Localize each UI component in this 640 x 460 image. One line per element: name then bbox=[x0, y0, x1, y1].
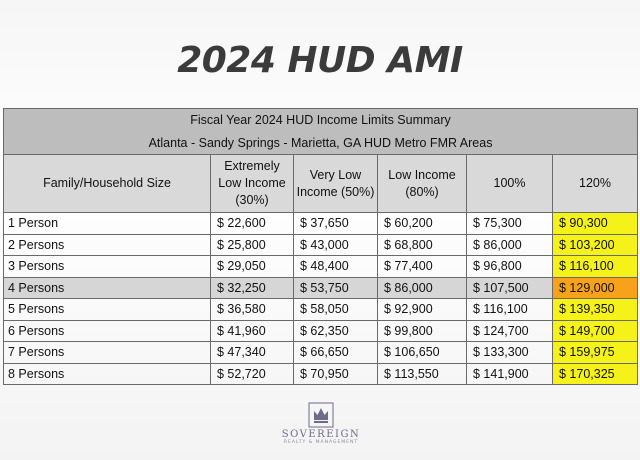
income-30-cell: $ 29,050 bbox=[210, 255, 294, 278]
income-80-cell: $ 113,550 bbox=[377, 362, 467, 385]
income-80-cell: $ 68,800 bbox=[377, 233, 467, 256]
income-120-cell: $ 116,100 bbox=[551, 255, 639, 278]
income-50-cell: $ 66,650 bbox=[293, 341, 378, 364]
crown-icon bbox=[308, 402, 334, 428]
income-50-cell: $ 58,050 bbox=[293, 298, 378, 321]
income-100-cell: $ 96,800 bbox=[466, 255, 553, 278]
income-80-cell: $ 92,900 bbox=[377, 298, 467, 321]
header-very-low: Very Low Income (50%) bbox=[293, 154, 378, 213]
household-size-cell: 4 Persons bbox=[3, 276, 211, 299]
header-100-percent: 100% bbox=[466, 154, 553, 213]
income-120-cell: $ 159,975 bbox=[551, 341, 639, 364]
summary-area-row: Atlanta - Sandy Springs - Marietta, GA H… bbox=[2, 131, 639, 155]
household-size-cell: 5 Persons bbox=[3, 298, 211, 321]
income-30-cell: $ 36,580 bbox=[210, 298, 294, 321]
household-size-cell: 2 Persons bbox=[3, 233, 211, 256]
income-30-cell: $ 25,800 bbox=[210, 233, 294, 256]
table-row: 1 Person $ 22,600 $ 37,650 $ 60,200 $ 75… bbox=[3, 212, 639, 235]
income-30-cell: $ 52,720 bbox=[210, 362, 294, 385]
household-size-cell: 7 Persons bbox=[3, 341, 211, 364]
income-50-cell: $ 53,750 bbox=[293, 276, 378, 299]
income-80-cell: $ 60,200 bbox=[377, 212, 467, 235]
table-row: 6 Persons $ 41,960 $ 62,350 $ 99,800 $ 1… bbox=[3, 319, 639, 342]
header-household-size: Family/Household Size bbox=[3, 154, 211, 213]
summary-title-row: Fiscal Year 2024 HUD Income Limits Summa… bbox=[2, 108, 639, 132]
income-50-cell: $ 37,650 bbox=[293, 212, 378, 235]
header-low-income: Low Income (80%) bbox=[377, 154, 467, 213]
table-row: 3 Persons $ 29,050 $ 48,400 $ 77,400 $ 9… bbox=[3, 255, 639, 278]
income-100-cell: $ 116,100 bbox=[466, 298, 553, 321]
income-50-cell: $ 70,950 bbox=[293, 362, 378, 385]
income-100-cell: $ 86,000 bbox=[466, 233, 553, 256]
table-row: 7 Persons $ 47,340 $ 66,650 $ 106,650 $ … bbox=[3, 341, 639, 364]
income-50-cell: $ 43,000 bbox=[293, 233, 378, 256]
header-120-percent: 120% bbox=[551, 154, 639, 213]
income-120-cell: $ 139,350 bbox=[551, 298, 639, 321]
income-30-cell: $ 47,340 bbox=[210, 341, 294, 364]
table-row: 8 Persons $ 52,720 $ 70,950 $ 113,550 $ … bbox=[3, 362, 639, 385]
page-title: 2024 HUD AMI bbox=[177, 40, 463, 81]
income-80-cell: $ 86,000 bbox=[377, 276, 467, 299]
household-size-cell: 8 Persons bbox=[3, 362, 211, 385]
brand-logo: SOVEREIGN REALTY & MANAGEMENT bbox=[276, 402, 366, 445]
income-120-cell: $ 170,325 bbox=[551, 362, 639, 385]
income-50-cell: $ 48,400 bbox=[293, 255, 378, 278]
income-100-cell: $ 75,300 bbox=[466, 212, 553, 235]
header-extremely-low: Extremely Low Income (30%) bbox=[210, 154, 294, 213]
income-100-cell: $ 124,700 bbox=[466, 319, 553, 342]
household-size-cell: 6 Persons bbox=[3, 319, 211, 342]
income-120-cell: $ 90,300 bbox=[551, 212, 639, 235]
column-header-row: Family/Household Size Extremely Low Inco… bbox=[3, 154, 639, 213]
household-size-cell: 3 Persons bbox=[3, 255, 211, 278]
income-50-cell: $ 62,350 bbox=[293, 319, 378, 342]
income-80-cell: $ 99,800 bbox=[377, 319, 467, 342]
income-100-cell: $ 133,300 bbox=[466, 341, 553, 364]
income-100-cell: $ 141,900 bbox=[466, 362, 553, 385]
income-120-cell: $ 129,000 bbox=[551, 276, 639, 299]
income-30-cell: $ 32,250 bbox=[210, 276, 294, 299]
household-size-cell: 1 Person bbox=[3, 212, 211, 235]
income-limits-table: Fiscal Year 2024 HUD Income Limits Summa… bbox=[2, 108, 639, 385]
income-120-cell: $ 103,200 bbox=[551, 233, 639, 256]
income-30-cell: $ 41,960 bbox=[210, 319, 294, 342]
table-row: 4 Persons $ 32,250 $ 53,750 $ 86,000 $ 1… bbox=[3, 276, 639, 299]
brand-name: SOVEREIGN bbox=[281, 429, 361, 440]
summary-line-1: Fiscal Year 2024 HUD Income Limits Summa… bbox=[2, 108, 639, 132]
income-80-cell: $ 77,400 bbox=[377, 255, 467, 278]
income-80-cell: $ 106,650 bbox=[377, 341, 467, 364]
income-100-cell: $ 107,500 bbox=[466, 276, 553, 299]
table-row: 5 Persons $ 36,580 $ 58,050 $ 92,900 $ 1… bbox=[3, 298, 639, 321]
summary-line-2: Atlanta - Sandy Springs - Marietta, GA H… bbox=[2, 131, 639, 155]
brand-tagline: REALTY & MANAGEMENT bbox=[283, 440, 359, 445]
income-120-cell: $ 149,700 bbox=[551, 319, 639, 342]
table-row: 2 Persons $ 25,800 $ 43,000 $ 68,800 $ 8… bbox=[3, 233, 639, 256]
income-30-cell: $ 22,600 bbox=[210, 212, 294, 235]
